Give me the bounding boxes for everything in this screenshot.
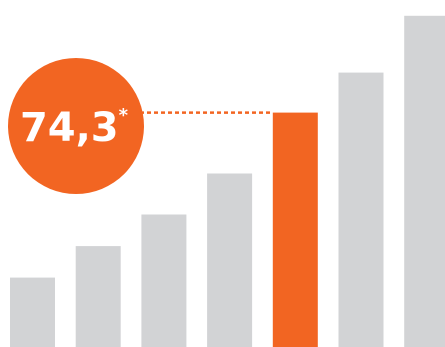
callout-value-label: 74,3* [20, 105, 129, 152]
bar [75, 246, 121, 347]
callout-bubble [8, 58, 144, 194]
bar [338, 72, 384, 347]
bar-highlighted [272, 112, 318, 347]
bars-group [10, 15, 445, 347]
callout-asterisk: * [119, 105, 129, 126]
bar [207, 173, 253, 347]
bar [141, 214, 187, 347]
bar [10, 277, 55, 347]
bar [404, 15, 445, 347]
callout-value: 74,3 [20, 105, 119, 151]
